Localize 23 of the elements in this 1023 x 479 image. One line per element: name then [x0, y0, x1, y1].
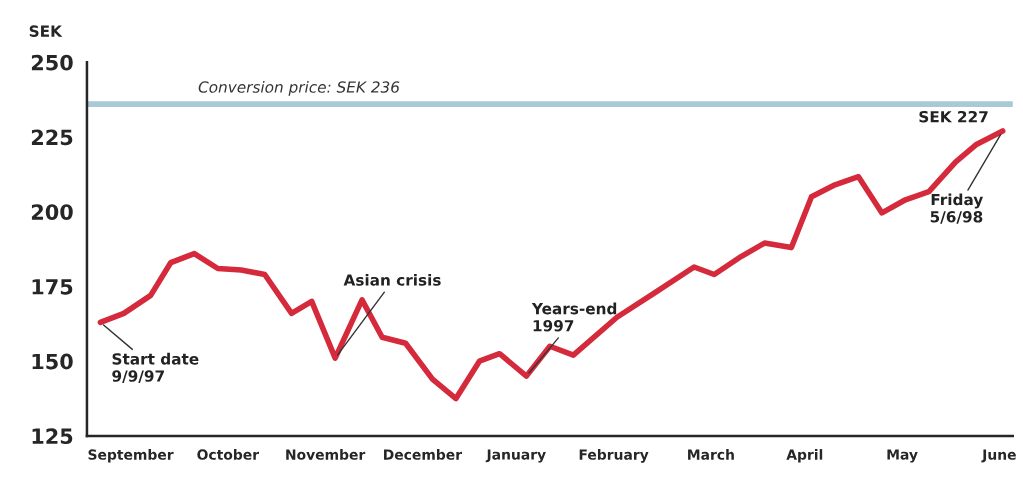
annotation: Years-end 1997 [531, 302, 617, 332]
x-tick-label: June [981, 449, 1016, 463]
x-tick-label: September [88, 449, 174, 463]
annotation: Friday 5/6/98 [930, 193, 983, 224]
x-tick-label: March [688, 449, 734, 460]
y-axis-title: SEK [29, 25, 63, 37]
y-tick-label: 250 [31, 54, 73, 71]
y-tick-label: 175 [32, 279, 73, 295]
x-tick-label: April [786, 449, 823, 463]
annotation: SEK 227 [919, 110, 988, 123]
y-tick-label: 150 [32, 353, 73, 370]
y-tick-label: 125 [32, 428, 73, 445]
annotation: Start date 9/9/97 [112, 352, 199, 383]
x-tick-label: February [579, 449, 649, 463]
ref-line-label: Conversion price: SEK 236 [198, 81, 400, 96]
y-tick-label: 200 [31, 204, 73, 220]
x-tick-label: January [485, 449, 546, 463]
x-tick-label: November [286, 449, 366, 460]
x-tick-label: October [197, 449, 260, 460]
x-tick-label: May [887, 449, 918, 463]
y-tick-label: 225 [31, 129, 73, 146]
annotation: Asian crisis [343, 273, 441, 286]
x-tick-label: December [384, 449, 462, 460]
